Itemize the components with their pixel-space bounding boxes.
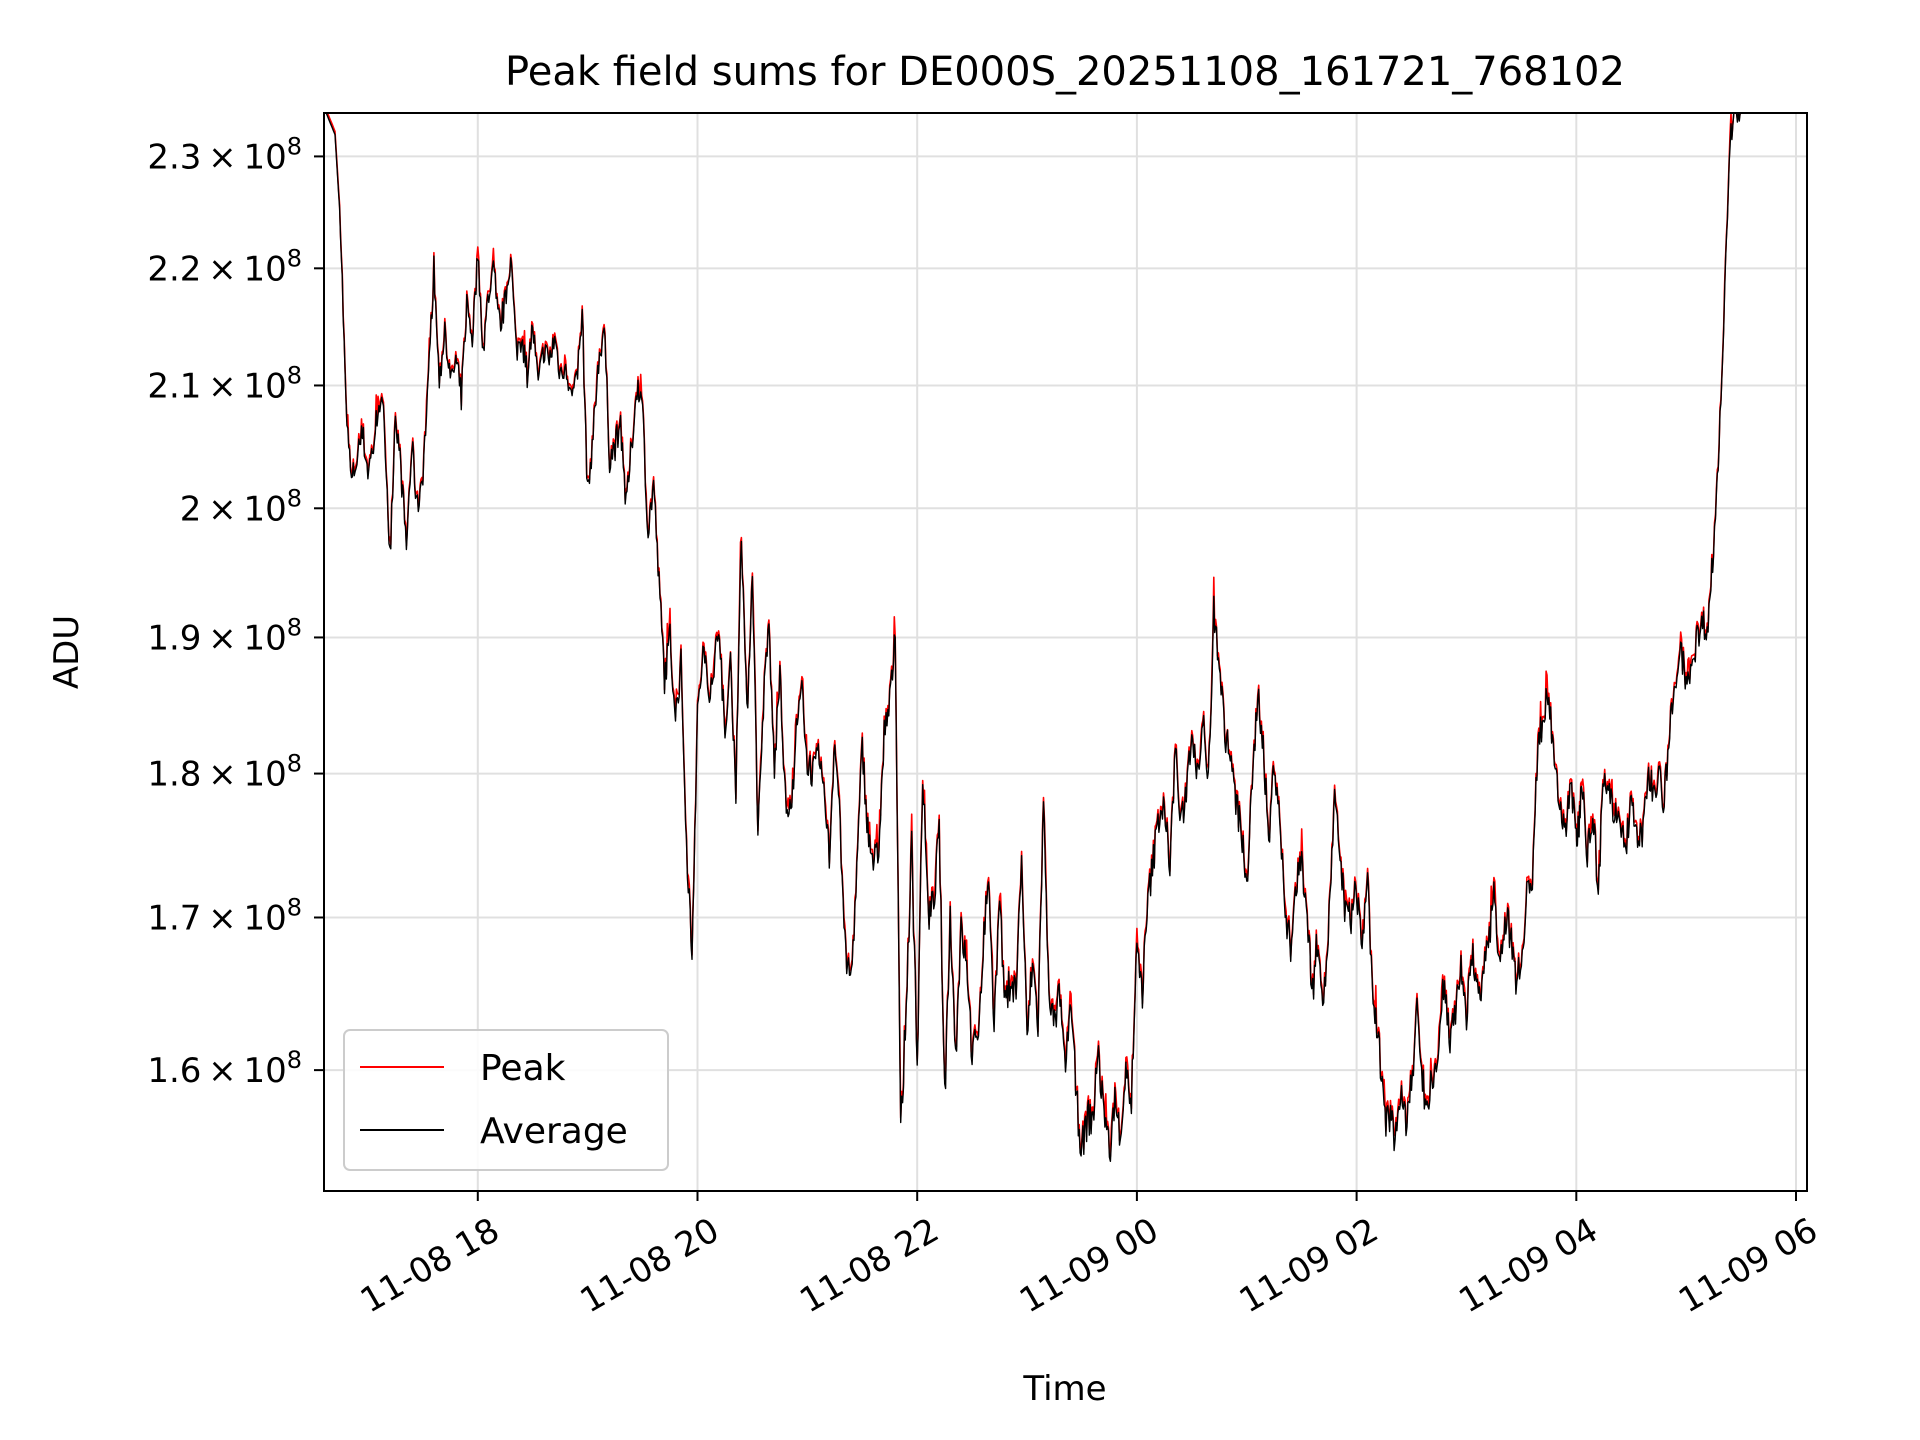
y-axis-label: ADU bbox=[47, 615, 87, 689]
plot-area-frame bbox=[323, 112, 1808, 1192]
y-tick-label: 1.6 × 108 bbox=[147, 1046, 302, 1091]
y-tick-label: 1.9 × 108 bbox=[147, 613, 302, 658]
y-tick-label: 1.7 × 108 bbox=[147, 893, 302, 938]
series-layer bbox=[325, 112, 1741, 1162]
y-axis: 1.6 × 108 1.7 × 108 1.8 × 108 1.9 × 108 2 × … bbox=[147, 132, 324, 1091]
x-tick-label: 11-09 04 bbox=[1452, 1210, 1604, 1321]
y-tick-label: 1.8 × 108 bbox=[147, 750, 302, 795]
x-axis: 11-08 18 11-08 20 11-08 22 11-09 00 11-09 02… bbox=[354, 1191, 1825, 1321]
series-line-average bbox=[325, 112, 1741, 1162]
y-tick-label: 2.2 × 108 bbox=[147, 244, 302, 289]
x-tick-label: 11-09 00 bbox=[1013, 1210, 1165, 1321]
legend: Peak Average bbox=[343, 1029, 669, 1171]
series-line-peak bbox=[325, 112, 1741, 1158]
x-tick-label: 11-09 06 bbox=[1672, 1210, 1824, 1321]
x-axis-label: Time bbox=[1022, 1369, 1106, 1409]
legend-label-average: Average bbox=[480, 1111, 628, 1152]
y-tick-label: 2.3 × 108 bbox=[147, 132, 302, 177]
y-tick-label: 2 × 108 bbox=[180, 484, 302, 529]
y-tick-label: 2.1 × 108 bbox=[147, 361, 302, 406]
x-tick-label: 11-09 02 bbox=[1233, 1210, 1385, 1321]
x-tick-label: 11-08 18 bbox=[354, 1210, 506, 1321]
chart-title: Peak field sums for DE000S_20251108_1617… bbox=[505, 49, 1625, 95]
x-tick-label: 11-08 22 bbox=[793, 1210, 945, 1321]
legend-label-peak: Peak bbox=[480, 1048, 566, 1089]
legend-box bbox=[343, 1029, 669, 1171]
x-tick-label: 11-08 20 bbox=[574, 1210, 726, 1321]
